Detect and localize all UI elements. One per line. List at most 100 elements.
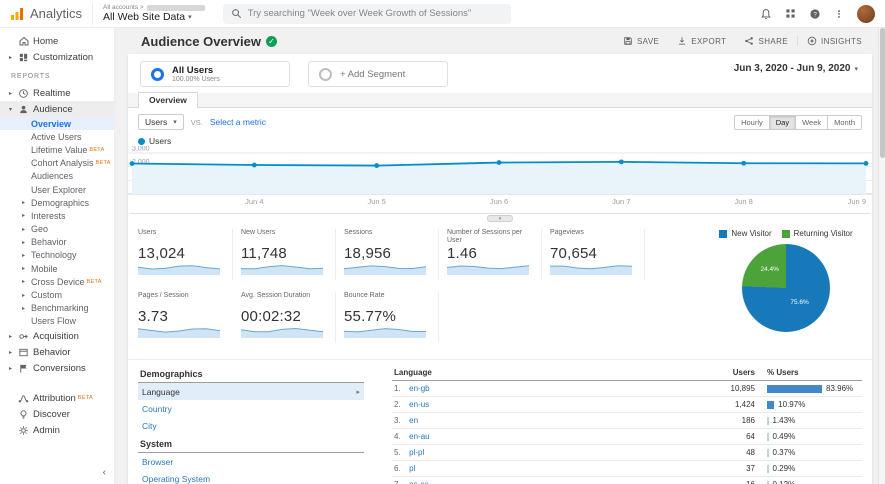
metric-sparkline xyxy=(137,265,221,275)
apps-grid-button[interactable] xyxy=(785,8,796,19)
sidebar-item-mobile[interactable]: ▸ Mobile xyxy=(0,262,114,275)
visitor-pie-chart: 75.6% 24.4% xyxy=(742,244,830,332)
row-rank: 5. xyxy=(392,444,408,461)
sidebar-item-users-flow[interactable]: Users Flow xyxy=(0,315,114,328)
pie-legend-returning-visitor: Returning Visitor xyxy=(781,229,853,238)
sidebar-item-geo[interactable]: ▸ Geo xyxy=(0,223,114,236)
col-header-language[interactable]: Language xyxy=(392,364,697,381)
chevron-collapsed-icon: ▸ xyxy=(22,305,26,312)
insights-button[interactable]: INSIGHTS xyxy=(797,36,871,46)
svg-text:2,000: 2,000 xyxy=(132,159,150,166)
save-icon xyxy=(623,36,633,46)
breakdown-item-city[interactable]: City xyxy=(138,417,364,434)
save-button[interactable]: SAVE xyxy=(614,36,668,46)
language-link[interactable]: pl xyxy=(409,464,416,473)
tab-overview[interactable]: Overview xyxy=(138,92,198,108)
sidebar-item-behavior[interactable]: ▸ Behavior xyxy=(0,344,114,360)
breakdown-item-country[interactable]: Country xyxy=(138,400,364,417)
granularity-month[interactable]: Month xyxy=(828,114,862,130)
segment-all-users[interactable]: All Users 100.00% Users xyxy=(140,61,290,87)
sidebar-item-benchmarking[interactable]: ▸ Benchmarking xyxy=(0,302,114,315)
sidebar: Home ▸ Customization REPORTS ▸ Realtime ▾ Audie… xyxy=(0,28,115,484)
metric-card-number-of-sessions-per-user: Number of Sessions per User 1.46 xyxy=(446,229,542,280)
col-header-pct-users[interactable]: % Users xyxy=(757,364,862,381)
sidebar-item-lifetime-value[interactable]: Lifetime Value BETA xyxy=(0,143,114,156)
metric-value: 11,748 xyxy=(241,245,287,262)
sidebar-item-home[interactable]: Home xyxy=(0,33,114,49)
language-link[interactable]: en-au xyxy=(409,432,430,441)
search-bar[interactable]: Try searching "Week over Week Growth of … xyxy=(222,3,511,24)
sidebar-item-overview[interactable]: Overview xyxy=(0,117,114,131)
sidebar-item-audiences[interactable]: Audiences xyxy=(0,170,114,183)
breakdown-item-browser[interactable]: Browser xyxy=(138,453,364,470)
add-segment-ring-icon xyxy=(319,67,332,81)
chevron-collapsed-icon: ▸ xyxy=(9,365,13,372)
sidebar-item-admin[interactable]: Admin xyxy=(0,422,114,438)
analytics-logo[interactable]: Analytics xyxy=(0,6,92,22)
language-link[interactable]: en xyxy=(409,416,419,425)
sidebar-item-acquisition[interactable]: ▸ Acquisition xyxy=(0,328,114,344)
metric-card-bounce-rate: Bounce Rate 55.77% xyxy=(343,292,439,343)
sidebar-item-label: Attribution xyxy=(33,392,76,404)
more-vertical-button[interactable] xyxy=(834,8,844,20)
granularity-hourly[interactable]: Hourly xyxy=(734,114,770,130)
share-button[interactable]: SHARE xyxy=(735,36,797,46)
sidebar-item-cohort-analysis[interactable]: Cohort Analysis BETA xyxy=(0,157,114,170)
notifications-button[interactable] xyxy=(760,8,772,20)
overview-body: Users 13,024 New Users 11,748 Sessions 18,956… xyxy=(128,223,872,359)
sidebar-item-attribution[interactable]: Attribution BETA xyxy=(0,390,114,406)
help-button[interactable]: ? xyxy=(809,8,821,20)
granularity-day[interactable]: Day xyxy=(769,114,797,130)
language-link[interactable]: en-gb xyxy=(409,384,430,393)
sidebar-item-customization[interactable]: ▸ Customization xyxy=(0,49,114,65)
sidebar-item-behavior[interactable]: ▸ Behavior xyxy=(0,236,114,249)
sidebar-item-realtime[interactable]: ▸ Realtime xyxy=(0,85,114,101)
help-icon: ? xyxy=(809,8,821,20)
metric-value: 55.77% xyxy=(344,308,397,325)
sidebar-item-cross-device[interactable]: ▸ Cross Device BETA xyxy=(0,275,114,288)
share-icon xyxy=(744,36,754,46)
sidebar-collapse-icon[interactable]: ‹ xyxy=(102,467,106,478)
date-range-value: Jun 3, 2020 - Jun 9, 2020 xyxy=(733,63,851,74)
sidebar-item-discover[interactable]: Discover xyxy=(0,406,114,422)
select-a-metric-link[interactable]: Select a metric xyxy=(209,117,267,127)
scrollbar-thumb[interactable] xyxy=(880,28,885,158)
sidebar-item-user-explorer[interactable]: User Explorer xyxy=(0,183,114,196)
sidebar-item-active-users[interactable]: Active Users xyxy=(0,130,114,143)
date-range-picker[interactable]: Jun 3, 2020 - Jun 9, 2020 ▾ xyxy=(734,63,858,74)
sidebar-item-demographics[interactable]: ▸ Demographics xyxy=(0,196,114,209)
col-header-users[interactable]: Users xyxy=(697,364,757,381)
row-rank: 4. xyxy=(392,428,408,445)
sidebar-item-technology[interactable]: ▸ Technology xyxy=(0,249,114,262)
add-segment-button[interactable]: + Add Segment xyxy=(308,61,448,87)
breakdown-item-operating-system[interactable]: Operating System xyxy=(138,470,364,484)
segment-subtext: 100.00% Users xyxy=(172,75,220,83)
export-button[interactable]: EXPORT xyxy=(668,36,735,46)
account-switcher[interactable]: All accounts > All Web Site Data ▾ xyxy=(92,2,215,25)
sidebar-item-label: Home xyxy=(33,35,59,47)
metric-select-dropdown[interactable]: Users ▾ xyxy=(138,114,184,130)
sidebar-item-custom[interactable]: ▸ Custom xyxy=(0,288,114,301)
sidebar-item-interests[interactable]: ▸ Interests xyxy=(0,209,114,222)
metric-sparkline xyxy=(343,265,427,275)
breakdown-item-language[interactable]: Language ▸ xyxy=(138,383,364,400)
sidebar-item-conversions[interactable]: ▸ Conversions xyxy=(0,360,114,376)
customization-icon xyxy=(18,52,33,63)
sidebar-item-audience[interactable]: ▾ Audience xyxy=(0,101,114,117)
scrubber-handle[interactable]: ▾ xyxy=(487,215,513,222)
language-link[interactable]: pl-pl xyxy=(409,448,425,457)
sidebar-item-label: Acquisition xyxy=(33,330,79,342)
metric-sparkline xyxy=(240,265,324,275)
granularity-week[interactable]: Week xyxy=(796,114,829,130)
page-title: Audience Overview xyxy=(141,33,261,49)
metric-card-pageviews: Pageviews 70,654 xyxy=(550,229,645,280)
chevron-collapsed-icon: ▸ xyxy=(22,200,26,207)
property-name: All Web Site Data xyxy=(103,11,186,23)
sidebar-item-label: Behavior xyxy=(31,237,67,248)
language-link[interactable]: en-us xyxy=(409,400,430,409)
sidebar-item-label: User Explorer xyxy=(31,184,87,195)
metric-card-pages-session: Pages / Session 3.73 xyxy=(137,292,233,343)
language-link[interactable]: es-es xyxy=(409,480,429,484)
avatar[interactable] xyxy=(857,4,875,23)
breakdown-item-label: Language xyxy=(142,386,180,397)
